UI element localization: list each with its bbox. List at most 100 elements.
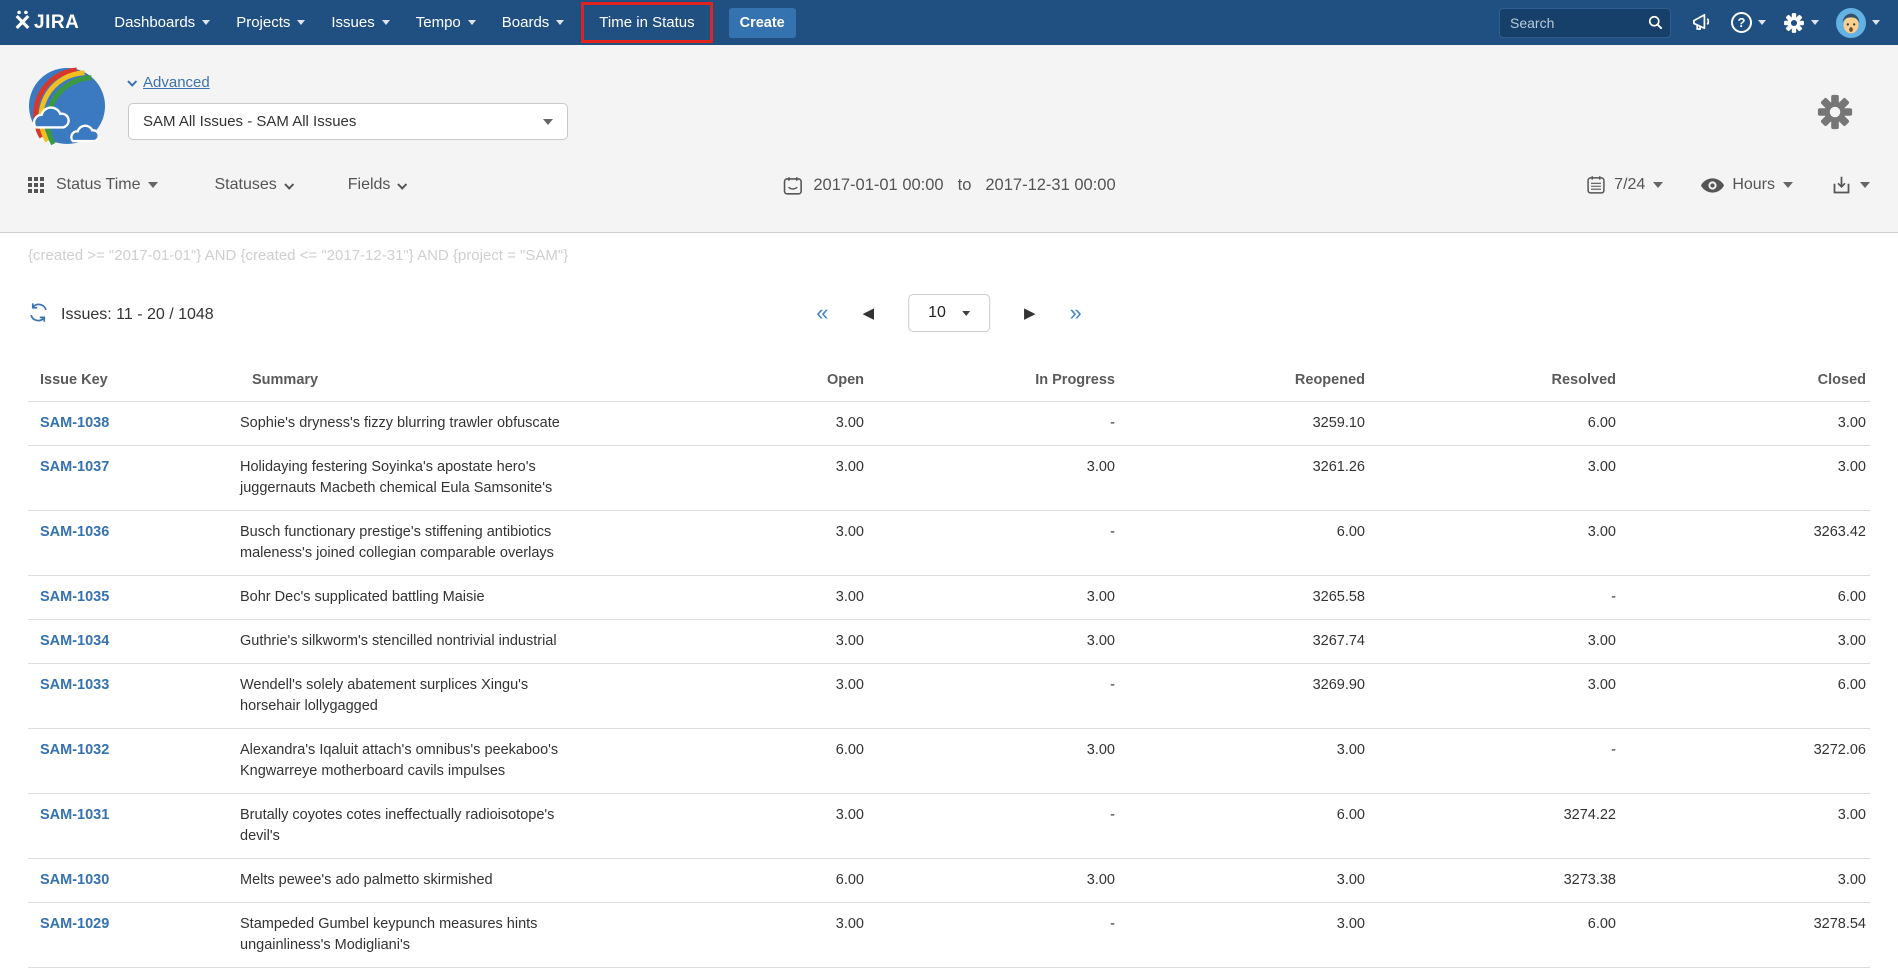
- user-menu[interactable]: [1836, 7, 1880, 38]
- col-header-in-progress[interactable]: In Progress: [868, 362, 1119, 402]
- help-icon: ?: [1731, 12, 1752, 33]
- settings-gear-button[interactable]: [1816, 93, 1854, 145]
- search-input[interactable]: [1499, 7, 1671, 38]
- status-time-menu[interactable]: Status Time: [28, 176, 159, 194]
- chevron-down-icon: [284, 179, 294, 190]
- admin-menu[interactable]: [1783, 12, 1819, 34]
- col-header-open[interactable]: Open: [618, 362, 868, 402]
- eye-icon: [1701, 177, 1725, 193]
- issue-key-link[interactable]: SAM-1032: [40, 742, 110, 759]
- refresh-button[interactable]: [28, 302, 49, 328]
- saved-filter-select[interactable]: SAM All Issues - SAM All Issues: [128, 103, 568, 140]
- issues-count-label: Issues: 11 - 20 / 1048: [61, 306, 214, 323]
- megaphone-icon: [1693, 13, 1710, 30]
- calendar-icon: [783, 176, 802, 195]
- nav-item-boards[interactable]: Boards: [489, 0, 578, 45]
- cell-summary: Alexandra's Iqaluit attach's omnibus's p…: [240, 728, 618, 795]
- issue-key-link[interactable]: SAM-1036: [40, 524, 110, 541]
- issue-key-link[interactable]: SAM-1037: [40, 459, 110, 476]
- col-header-resolved[interactable]: Resolved: [1369, 362, 1620, 402]
- results-bar: Issues: 11 - 20 / 1048 « ◀ 10 ▶ »: [28, 294, 1870, 336]
- top-navbar: JIRA Dashboards Projects Issues Tempo Bo…: [0, 0, 1898, 45]
- cell-closed: 3.00: [1620, 619, 1870, 665]
- create-button[interactable]: Create: [728, 7, 796, 38]
- cell-issue-key: SAM-1034: [28, 619, 240, 665]
- jira-logo[interactable]: JIRA: [14, 10, 79, 35]
- jira-logo-text: JIRA: [34, 11, 80, 33]
- cell-resolved: 3.00: [1369, 510, 1620, 577]
- cell-issue-key: SAM-1036: [28, 510, 240, 577]
- next-page-button[interactable]: ▶: [1024, 304, 1036, 322]
- cell-summary: Sophie's dryness's fizzy blurring trawle…: [240, 401, 618, 447]
- nav-item-dashboards[interactable]: Dashboards: [101, 0, 223, 45]
- cell-open: 3.00: [618, 619, 868, 665]
- prev-page-button[interactable]: ◀: [862, 304, 874, 322]
- first-page-button[interactable]: «: [816, 300, 829, 325]
- chevron-down-icon: [1783, 182, 1793, 188]
- issue-key-link[interactable]: SAM-1034: [40, 633, 110, 650]
- chevron-down-icon: [381, 20, 390, 25]
- cell-closed: 3.00: [1620, 401, 1870, 447]
- cell-reopened: 6.00: [1119, 510, 1369, 577]
- calendar-mode-menu[interactable]: 7/24: [1586, 175, 1664, 195]
- cell-resolved: -: [1369, 575, 1620, 621]
- chevron-down-icon: [1872, 20, 1880, 25]
- unit-menu[interactable]: Hours: [1701, 176, 1793, 194]
- nav-item-issues[interactable]: Issues: [318, 0, 402, 45]
- issue-key-link[interactable]: SAM-1029: [40, 916, 110, 933]
- last-page-button[interactable]: »: [1069, 300, 1082, 325]
- gear-icon: [1817, 94, 1853, 130]
- chevron-down-icon: [961, 310, 970, 316]
- cell-open: 6.00: [618, 728, 868, 795]
- table-row: SAM-1038 Sophie's dryness's fizzy blurrin…: [28, 401, 1870, 447]
- fields-menu[interactable]: Fields: [348, 176, 408, 194]
- app-rainbow-logo: [28, 67, 106, 145]
- cell-reopened: 3.00: [1119, 728, 1369, 795]
- cell-reopened: 3265.58: [1119, 575, 1369, 621]
- search-icon: [1648, 15, 1663, 29]
- date-range-picker[interactable]: 2017-01-01 00:00 to 2017-12-31 00:00: [782, 175, 1116, 196]
- cell-closed: 3263.42: [1620, 510, 1870, 577]
- issue-key-link[interactable]: SAM-1038: [40, 415, 110, 431]
- issue-key-link[interactable]: SAM-1030: [40, 872, 110, 889]
- chevron-down-icon: [467, 20, 476, 25]
- grid-icon: [28, 177, 44, 193]
- chevron-down-icon: [127, 76, 138, 87]
- cell-summary: Melts pewee's ado palmetto skirmished: [240, 858, 618, 904]
- col-header-summary[interactable]: Summary: [240, 362, 618, 402]
- col-header-closed[interactable]: Closed: [1620, 362, 1870, 402]
- help-menu[interactable]: ?: [1731, 12, 1766, 33]
- cell-open: 3.00: [618, 401, 868, 447]
- export-menu[interactable]: [1831, 175, 1870, 196]
- cell-in-progress: 3.00: [868, 728, 1119, 795]
- cell-summary: Bohr Dec's supplicated battling Maisie: [240, 575, 618, 621]
- cell-reopened: 3.00: [1119, 902, 1369, 968]
- cell-resolved: 6.00: [1369, 902, 1620, 968]
- jira-logo-icon: [14, 10, 31, 35]
- announcements-button[interactable]: [1691, 11, 1714, 34]
- chevron-down-icon: [148, 182, 159, 188]
- advanced-toggle[interactable]: Advanced: [127, 74, 210, 91]
- table-row: SAM-1031 Brutally coyotes cotes ineffectu…: [28, 793, 1870, 860]
- issue-key-link[interactable]: SAM-1033: [40, 677, 110, 694]
- nav-item-tempo[interactable]: Tempo: [403, 0, 489, 45]
- table-header-row: Issue Key Summary Open In Progress Reope…: [28, 362, 1870, 402]
- cell-closed: 3278.54: [1620, 902, 1870, 968]
- cell-reopened: 3261.26: [1119, 445, 1369, 512]
- nav-item-time-in-status[interactable]: Time in Status: [581, 2, 713, 43]
- table-row: SAM-1030 Melts pewee's ado palmetto skirm…: [28, 858, 1870, 904]
- col-header-reopened[interactable]: Reopened: [1119, 362, 1369, 402]
- jql-query-text: {created >= "2017-01-01"} AND {created <…: [28, 247, 569, 264]
- cell-open: 3.00: [618, 510, 868, 577]
- issue-key-link[interactable]: SAM-1035: [40, 589, 110, 606]
- cell-reopened: 3259.10: [1119, 401, 1369, 447]
- issue-key-link[interactable]: SAM-1031: [40, 807, 110, 824]
- statuses-menu[interactable]: Statuses: [214, 176, 294, 194]
- nav-item-projects[interactable]: Projects: [223, 0, 318, 45]
- cell-summary: Brutally coyotes cotes ineffectually rad…: [240, 793, 618, 860]
- page-size-select[interactable]: 10: [908, 294, 990, 332]
- cell-open: 3.00: [618, 902, 868, 968]
- cell-in-progress: 3.00: [868, 445, 1119, 512]
- col-header-issue-key[interactable]: Issue Key: [28, 362, 240, 402]
- cell-resolved: 3274.22: [1369, 793, 1620, 860]
